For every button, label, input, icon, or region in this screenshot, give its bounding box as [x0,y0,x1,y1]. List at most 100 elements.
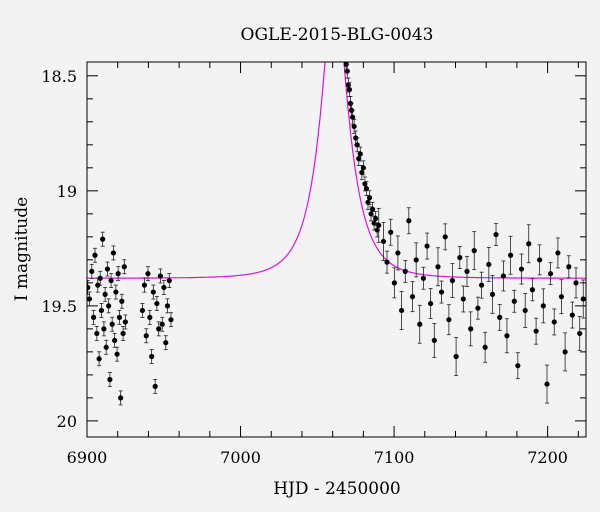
data-point [406,218,412,224]
data-point [122,319,128,325]
data-point [119,298,125,304]
data-point [121,264,127,270]
data-point [139,307,146,314]
data-point [420,275,427,281]
data-point [157,273,163,279]
y-tick-label: 19.5 [41,297,77,316]
data-point [350,114,356,120]
data-point [486,261,492,268]
data-point [112,337,118,343]
data-point [435,264,441,270]
data-point [100,236,106,242]
data-point [464,268,470,274]
data-point [442,234,448,240]
data-point [566,264,572,270]
data-point [438,289,445,295]
data-point [161,284,167,291]
data-point [113,289,119,295]
data-point [402,268,408,274]
data-point [551,319,557,325]
data-point [547,271,554,277]
data-point [384,259,390,265]
data-point [363,185,370,192]
data-point [108,277,114,284]
data-point [106,303,112,309]
y-axis-label: I magnitude [12,197,32,301]
data-point [369,206,376,212]
data-point [95,282,101,288]
data-point [395,250,401,256]
data-point [468,326,474,332]
data-point [344,68,350,74]
data-point [493,231,499,238]
data-point [376,222,382,228]
data-point [87,284,91,291]
data-point [478,282,485,288]
data-point [338,9,343,14]
data-point [529,287,536,293]
data-point [475,305,481,311]
data-point [457,254,463,261]
data-point [150,289,156,295]
chart-title: OGLE-2015-BLG-0043 [241,25,434,45]
x-tick-label: 7100 [374,448,415,467]
data-point [166,277,172,284]
data-point [373,215,379,222]
data-point [168,317,174,323]
data-point [357,151,363,157]
data-point [508,252,514,258]
y-tick-label: 20 [57,412,77,431]
data-point [409,294,416,300]
data-point [424,243,430,249]
data-point [391,280,397,286]
data-point [114,351,120,357]
data-point [346,87,352,93]
data-point [89,268,95,274]
data-point [522,307,528,314]
data-point [497,314,503,320]
data-point [526,241,532,247]
data-point [413,257,419,263]
data-point [116,314,122,320]
data-point [569,312,575,318]
data-point [120,330,126,337]
data-point [92,252,98,258]
x-tick-label: 7200 [527,448,568,467]
data-point [107,376,113,383]
data-point [351,123,357,130]
x-tick-label: 7000 [220,448,261,467]
x-tick-label: 6900 [67,448,108,467]
data-point [577,330,583,337]
data-point [103,344,109,350]
y-tick-label: 19 [57,182,77,201]
data-point [399,307,405,314]
data-point [145,271,151,277]
plot-frame [86,61,587,438]
data-point [345,82,351,88]
data-point [417,321,423,327]
data-point [471,248,477,254]
data-point [149,353,155,360]
data-point [163,340,169,346]
data-point [342,48,347,53]
data-point [573,280,579,286]
data-point [562,349,568,355]
x-axis-label: HJD - 2450000 [273,479,401,499]
data-point [533,328,539,334]
data-point [511,298,517,304]
data-point [428,300,434,307]
data-point [446,317,452,323]
data-point [110,250,117,256]
data-point [500,273,506,279]
data-point [147,314,153,320]
data-point [87,296,93,302]
data-point [515,363,521,369]
data-point [544,381,550,387]
data-point [555,250,561,256]
data-point [164,303,171,309]
data-point [101,326,107,332]
data-point [388,229,394,235]
